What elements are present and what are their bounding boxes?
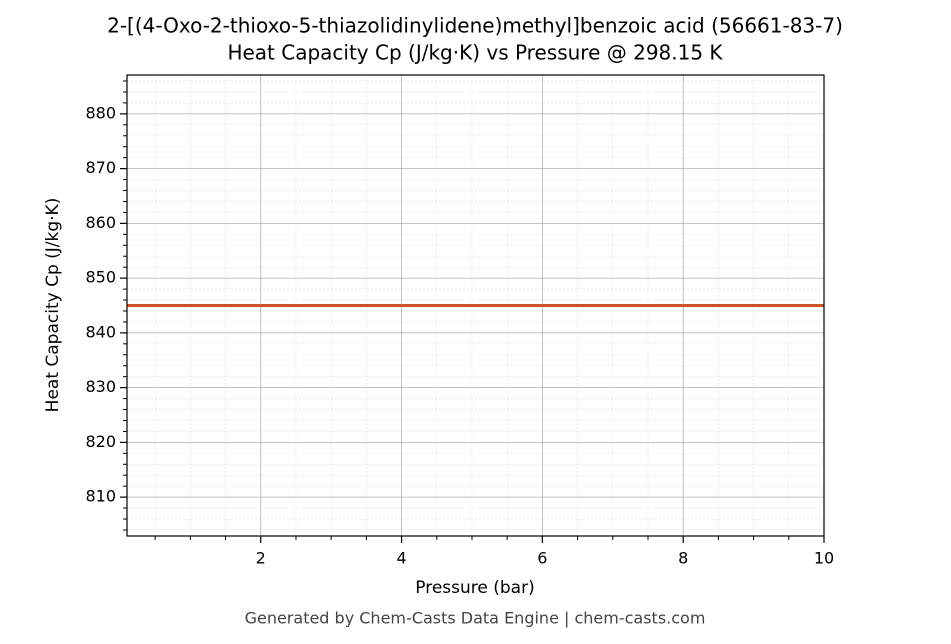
y-tick-label: 820 <box>85 432 116 451</box>
x-tick-label: 10 <box>814 549 834 568</box>
y-tick-label: 860 <box>85 213 116 232</box>
footer: Generated by Chem-Casts Data Engine | ch… <box>245 609 706 628</box>
x-tick-label: 8 <box>678 549 688 568</box>
y-axis-label: Heat Capacity Cp (J/kg·K) <box>43 198 63 413</box>
y-tick-label: 880 <box>85 103 116 122</box>
x-tick-label: 2 <box>256 549 266 568</box>
x-tick-label: 4 <box>396 549 406 568</box>
x-tick-label: 6 <box>537 549 547 568</box>
x-axis-label: Pressure (bar) <box>415 578 534 598</box>
y-tick-label: 870 <box>85 158 116 177</box>
chart-title: 2-[(4-Oxo-2-thioxo-5-thiazolidinylidene)… <box>107 14 843 38</box>
plot-frame <box>126 74 825 537</box>
chart-subtitle: Heat Capacity Cp (J/kg·K) vs Pressure @ … <box>227 41 723 65</box>
y-tick-label: 850 <box>85 268 116 287</box>
y-tick-label: 810 <box>85 487 116 506</box>
y-tick-label: 830 <box>85 377 116 396</box>
y-tick-label: 840 <box>85 322 116 341</box>
